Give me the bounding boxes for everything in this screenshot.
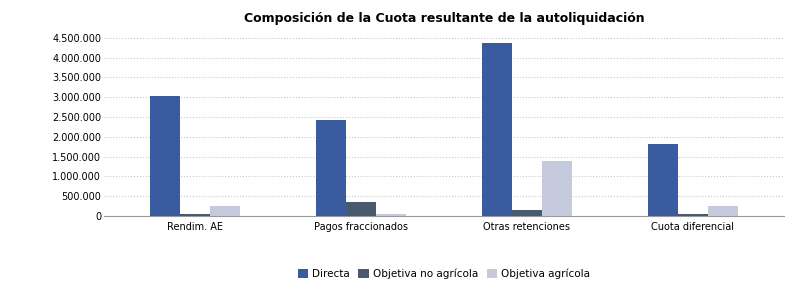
Bar <box>648 144 678 216</box>
Bar <box>316 120 346 216</box>
Bar <box>482 43 512 216</box>
Bar <box>512 210 542 216</box>
Bar <box>678 214 708 216</box>
Bar <box>210 206 240 216</box>
Bar <box>150 96 180 216</box>
Title: Composición de la Cuota resultante de la autoliquidación: Composición de la Cuota resultante de la… <box>244 12 644 25</box>
Bar <box>346 202 376 216</box>
Bar <box>708 206 738 216</box>
Legend: Directa, Objetiva no agrícola, Objetiva agrícola: Directa, Objetiva no agrícola, Objetiva … <box>296 267 592 281</box>
Bar <box>180 214 210 216</box>
Bar <box>376 214 406 216</box>
Bar <box>542 161 572 216</box>
